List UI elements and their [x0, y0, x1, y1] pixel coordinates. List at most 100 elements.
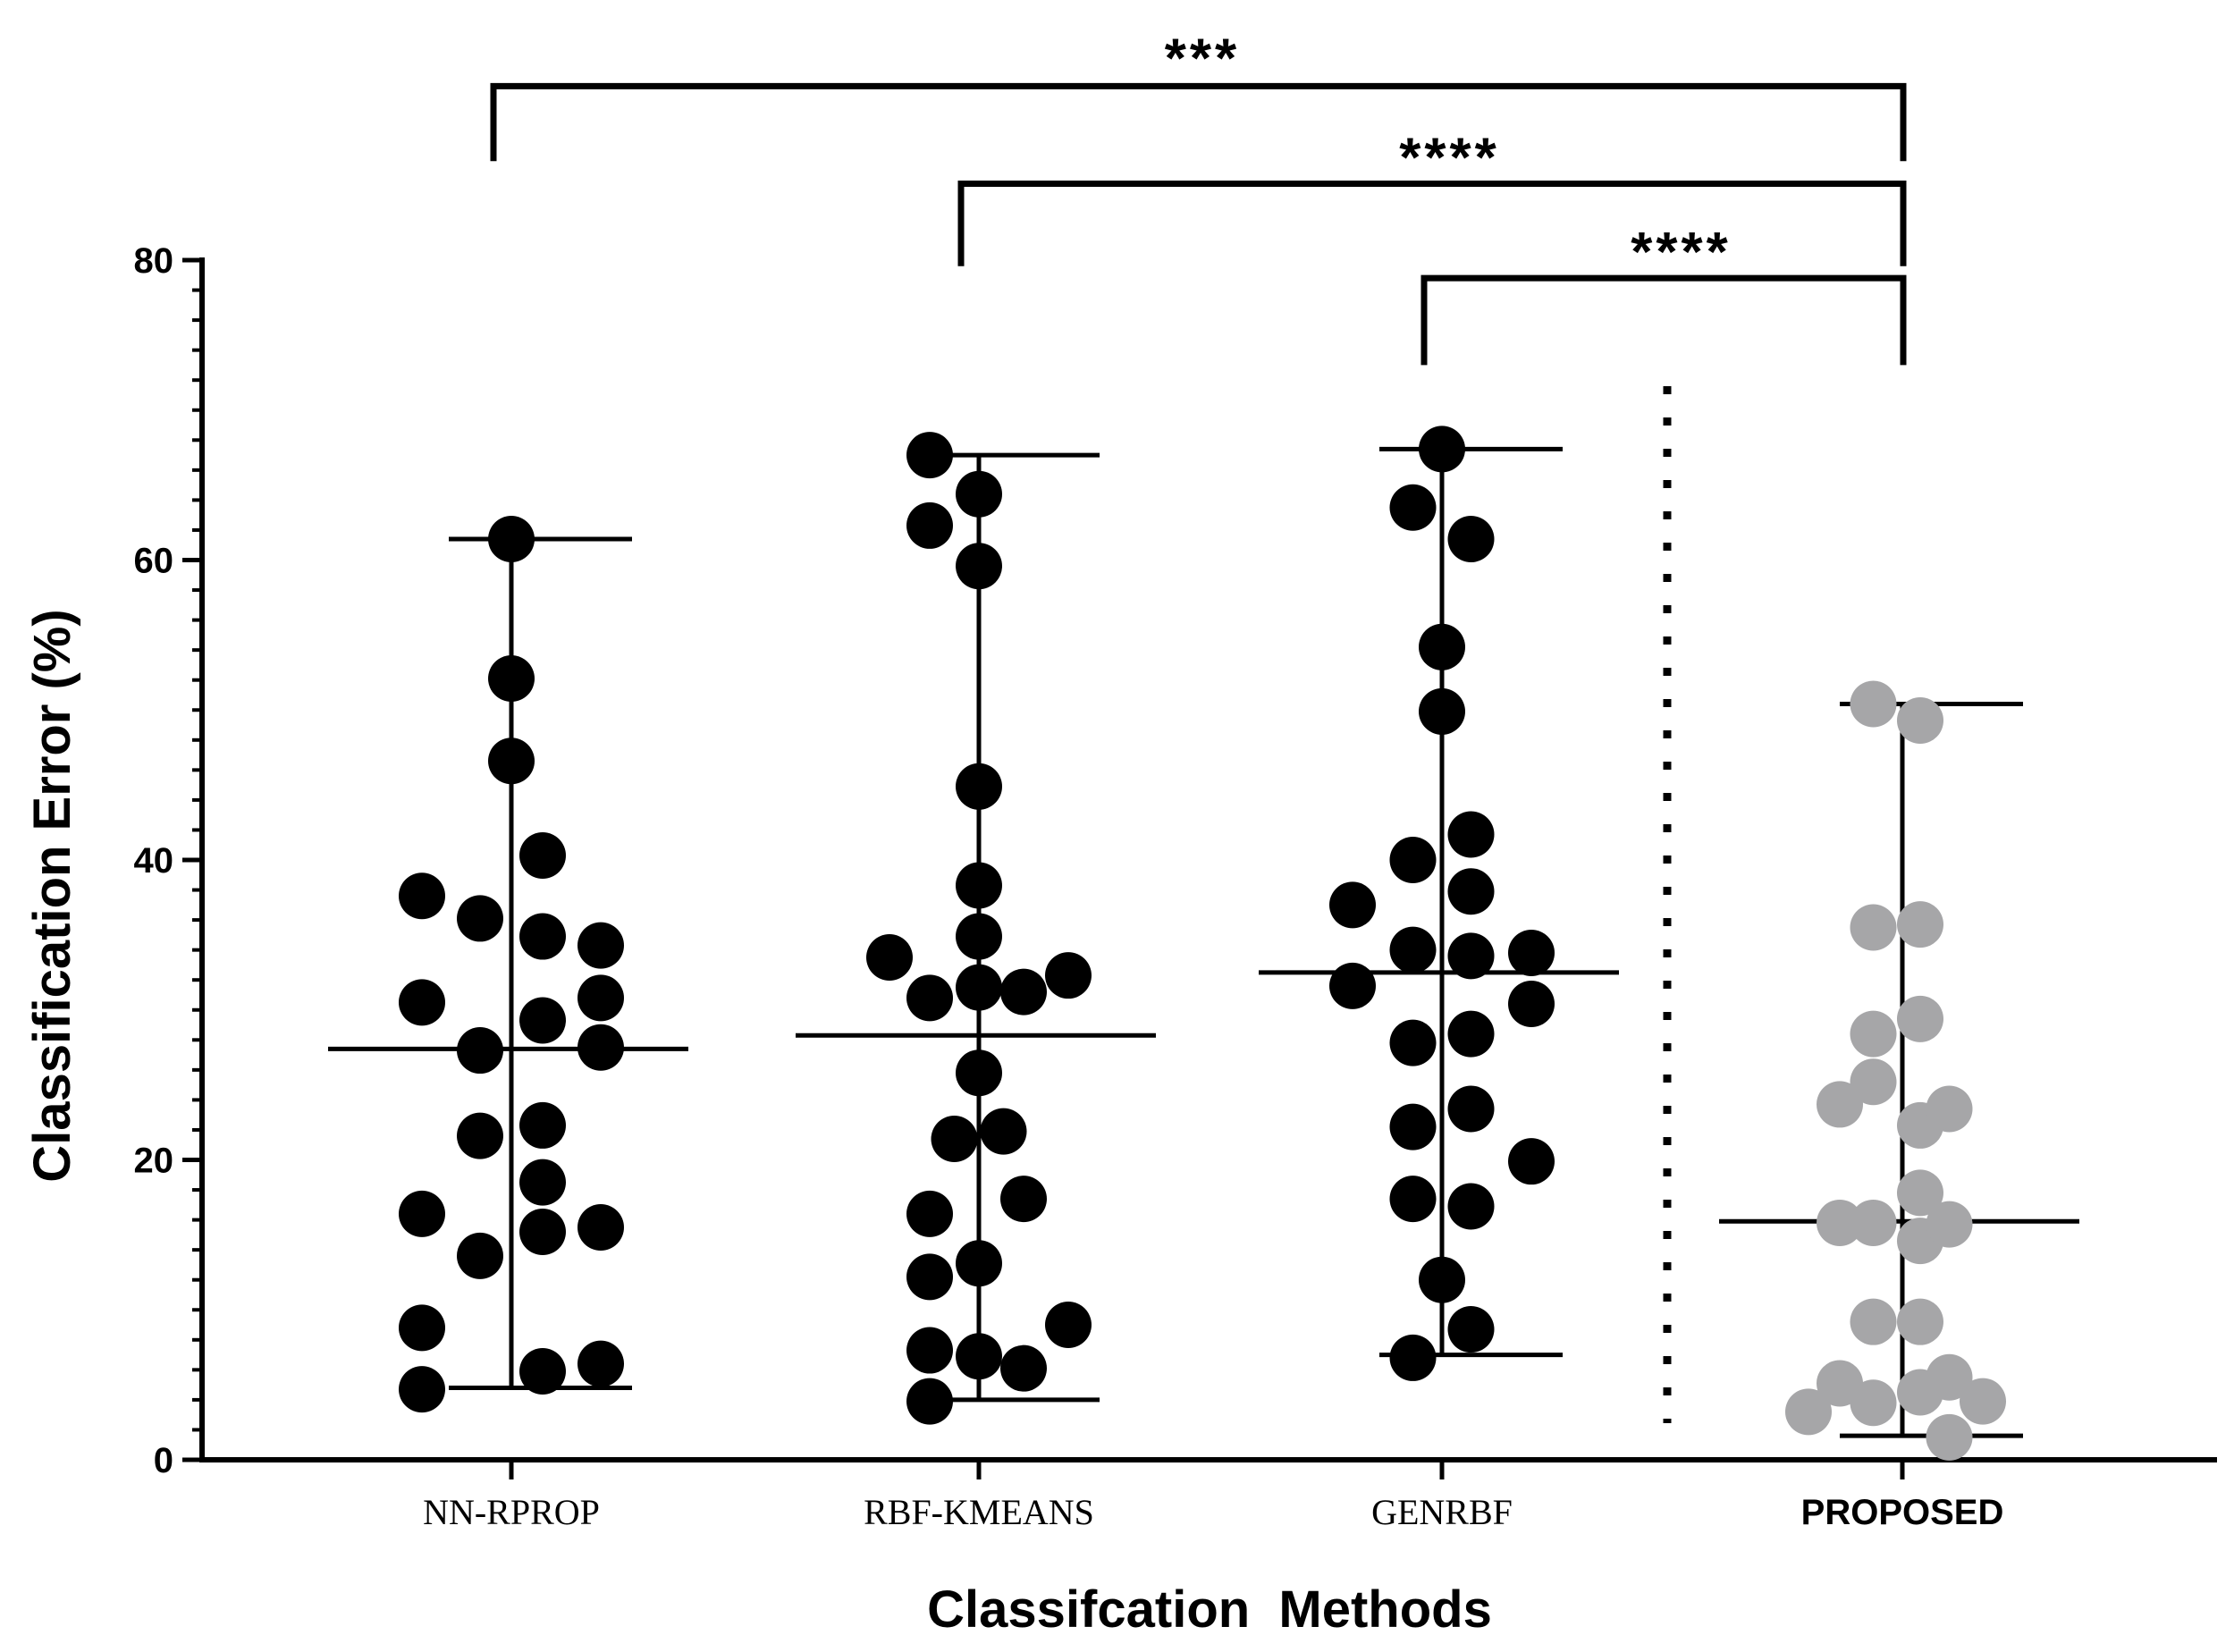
- data-point: [1926, 1201, 1973, 1248]
- data-point: [1447, 1085, 1495, 1133]
- data-point: [1045, 1302, 1092, 1349]
- data-point: [519, 1348, 566, 1395]
- data-point: [906, 1253, 953, 1301]
- y-axis-title: Classification Error (%): [23, 609, 81, 1182]
- labels: 0 20 40 60 80 NN-RPROP RBF-KMEANS GENRBF PROPOSE…: [23, 28, 2003, 1639]
- data-point: [457, 1232, 503, 1279]
- data-point: [1447, 1183, 1495, 1230]
- data-point: [1960, 1378, 2006, 1425]
- significance-bracket: [957, 180, 1907, 266]
- significance-bracket: [490, 82, 1907, 162]
- data-point: [980, 1108, 1027, 1155]
- data-point: [1785, 1388, 1832, 1436]
- data-point: [1926, 1353, 1973, 1401]
- data-point: [956, 1333, 1002, 1380]
- data-point: [956, 913, 1002, 960]
- data-point: [519, 1101, 566, 1149]
- data-point: [956, 543, 1002, 590]
- data-point: [399, 1304, 445, 1352]
- data-point: [1447, 516, 1495, 563]
- data-point: [488, 516, 535, 563]
- data-point: [519, 913, 566, 960]
- data-point: [1389, 1334, 1437, 1381]
- data-point: [457, 1027, 503, 1075]
- y-tick-label: 80: [134, 241, 174, 281]
- data-point: [1817, 1360, 1863, 1407]
- data-point: [399, 1190, 445, 1237]
- data-point: [1850, 1199, 1897, 1246]
- x-category-label: PROPOSED: [1801, 1493, 2004, 1532]
- data-point: [577, 922, 624, 969]
- data-point: [1850, 1379, 1897, 1427]
- significance-label: ***: [1165, 28, 1240, 89]
- data-point: [577, 1024, 624, 1071]
- data-point: [457, 1112, 503, 1159]
- data-point: [488, 738, 535, 785]
- data-point: [1447, 868, 1495, 915]
- axes: [182, 257, 2217, 1479]
- data-point: [577, 974, 624, 1022]
- data-point: [956, 763, 1002, 810]
- data-point: [1000, 1176, 1047, 1223]
- y-tick-label: 20: [134, 1142, 174, 1181]
- data-point: [399, 979, 445, 1026]
- data-point: [577, 1340, 624, 1387]
- data-point: [1850, 904, 1897, 951]
- data-point: [1850, 1058, 1897, 1106]
- data-point: [906, 432, 953, 479]
- x-category-label: GENRBF: [1371, 1492, 1513, 1532]
- data-point: [399, 1366, 445, 1413]
- data-point: [1000, 968, 1047, 1016]
- data-point: [519, 1209, 566, 1256]
- data-point: [906, 1190, 953, 1237]
- data-point: [906, 1327, 953, 1374]
- data-point: [1897, 1169, 1943, 1217]
- x-axis-title: Classifcation Methods: [927, 1580, 1492, 1639]
- data-point: [1508, 1138, 1555, 1185]
- significance-label: ****: [1399, 127, 1500, 189]
- data-point: [1329, 962, 1376, 1009]
- data-point: [1850, 1010, 1897, 1058]
- data-point: [1389, 1176, 1437, 1223]
- data-point: [1000, 1344, 1047, 1392]
- data-point: [1419, 1256, 1465, 1303]
- data-point: [1926, 1085, 1973, 1133]
- x-category-label: NN-RPROP: [423, 1492, 600, 1532]
- data-point: [931, 1116, 978, 1163]
- data-point: [1447, 811, 1495, 858]
- data-point: [906, 1378, 953, 1425]
- data-point: [1447, 1010, 1495, 1058]
- data-point: [457, 895, 503, 942]
- data-point: [1419, 687, 1465, 735]
- data-point: [519, 831, 566, 879]
- data-point: [1926, 1413, 1973, 1461]
- data-point: [1897, 995, 1943, 1042]
- data-point: [956, 1049, 1002, 1097]
- data-point: [1389, 484, 1437, 531]
- data-point: [906, 974, 953, 1022]
- significance-bracket: [1420, 274, 1907, 366]
- data-point: [1508, 981, 1555, 1028]
- data-point: [956, 470, 1002, 518]
- y-tick-label: 60: [134, 542, 174, 581]
- x-category-label: RBF-KMEANS: [864, 1492, 1094, 1532]
- data-point: [1389, 1019, 1437, 1066]
- data-point: [1389, 926, 1437, 974]
- data-point: [1447, 1306, 1495, 1353]
- y-tick-label: 0: [154, 1441, 173, 1480]
- significance-brackets: [490, 82, 1907, 366]
- y-tick-label: 40: [134, 841, 174, 881]
- data-point: [519, 1159, 566, 1206]
- data-point: [1329, 881, 1376, 929]
- data-point: [1419, 623, 1465, 670]
- data-point: [399, 872, 445, 920]
- data-point: [1508, 930, 1555, 977]
- data-point: [1850, 680, 1897, 728]
- significance-label: ****: [1631, 222, 1732, 283]
- data-point: [1817, 1199, 1863, 1246]
- data-point: [956, 964, 1002, 1011]
- data-point: [1389, 837, 1437, 883]
- data-point: [1045, 952, 1092, 999]
- data-point: [956, 1240, 1002, 1287]
